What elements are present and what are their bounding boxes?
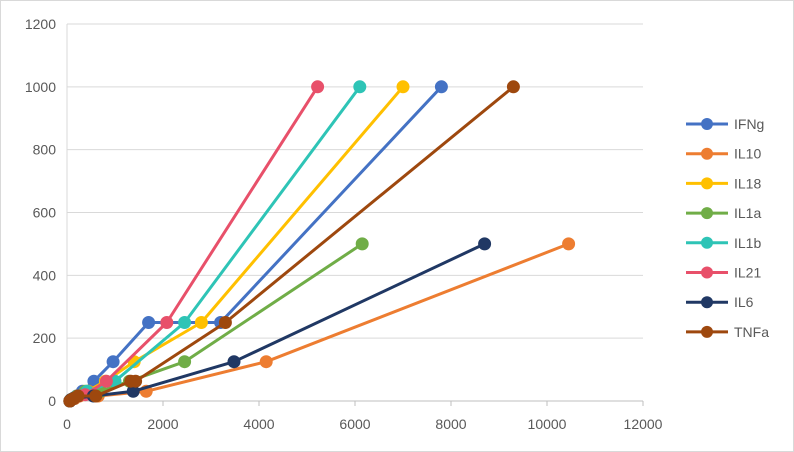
x-tick-label: 10000 xyxy=(528,416,567,432)
x-tick-label: 6000 xyxy=(339,416,370,432)
legend-label: IFNg xyxy=(734,116,764,132)
legend-label: IL21 xyxy=(734,265,761,281)
legend-swatch-marker xyxy=(701,236,713,249)
data-point xyxy=(89,389,103,403)
x-tick-label: 12000 xyxy=(624,416,663,432)
data-point xyxy=(194,316,208,329)
series-line-il1b xyxy=(68,85,362,403)
data-point xyxy=(227,355,241,369)
data-point xyxy=(178,355,192,369)
legend: IFNg IL10 IL18 IL1a IL1b IL21 IL6 TNFa xyxy=(686,116,769,340)
legend-label: IL6 xyxy=(734,294,754,310)
data-point xyxy=(106,355,120,369)
y-tick-label: 0 xyxy=(48,393,56,409)
y-tick-label: 200 xyxy=(33,330,57,346)
data-point xyxy=(259,355,273,369)
legend-swatch-marker xyxy=(701,118,713,130)
legend-label: IL1b xyxy=(734,235,761,251)
data-point xyxy=(396,80,410,94)
y-tick-label: 400 xyxy=(33,267,57,283)
legend-item-il21: IL21 xyxy=(686,265,761,281)
legend-label: IL18 xyxy=(734,175,761,191)
legend-label: IL10 xyxy=(734,146,761,162)
data-point xyxy=(478,237,492,251)
data-point xyxy=(129,374,143,388)
series-line-ifng xyxy=(68,85,443,402)
legend-swatch-marker xyxy=(701,207,713,220)
data-point xyxy=(218,316,232,329)
series-ifng xyxy=(63,80,448,408)
y-tick-label: 1200 xyxy=(25,16,56,32)
data-point xyxy=(506,80,520,94)
legend-item-tnfa: TNFa xyxy=(686,324,769,340)
legend-item-il1a: IL1a xyxy=(686,205,761,221)
x-tick-label: 2000 xyxy=(147,416,178,432)
legend-label: IL1a xyxy=(734,205,761,221)
data-point xyxy=(160,316,174,329)
y-tick-label: 1000 xyxy=(25,79,56,95)
data-point xyxy=(353,80,367,94)
data-point xyxy=(355,237,369,251)
legend-item-il1b: IL1b xyxy=(686,235,761,251)
legend-swatch-marker xyxy=(701,325,713,338)
x-tick-label: 0 xyxy=(63,416,71,432)
legend-label: TNFa xyxy=(734,324,769,340)
data-point xyxy=(142,316,156,329)
series-il21 xyxy=(63,80,325,408)
data-point xyxy=(434,80,448,94)
data-point xyxy=(99,374,113,388)
x-tick-label: 4000 xyxy=(243,416,274,432)
x-tick-label: 8000 xyxy=(435,416,466,432)
data-point xyxy=(311,80,325,94)
series-tnfa xyxy=(63,80,520,408)
y-tick-label: 800 xyxy=(33,142,57,158)
data-point xyxy=(71,389,85,403)
series-layer xyxy=(63,80,576,408)
data-point xyxy=(562,237,576,251)
data-point xyxy=(178,316,192,329)
legend-item-il10: IL10 xyxy=(686,146,761,162)
legend-item-il6: IL6 xyxy=(686,294,754,310)
legend-item-ifng: IFNg xyxy=(686,116,764,132)
legend-swatch-marker xyxy=(701,177,713,190)
y-tick-label: 600 xyxy=(33,205,57,221)
legend-item-il18: IL18 xyxy=(686,175,761,191)
legend-swatch-marker xyxy=(701,296,713,309)
legend-swatch-marker xyxy=(701,266,713,279)
legend-swatch-marker xyxy=(701,147,713,160)
